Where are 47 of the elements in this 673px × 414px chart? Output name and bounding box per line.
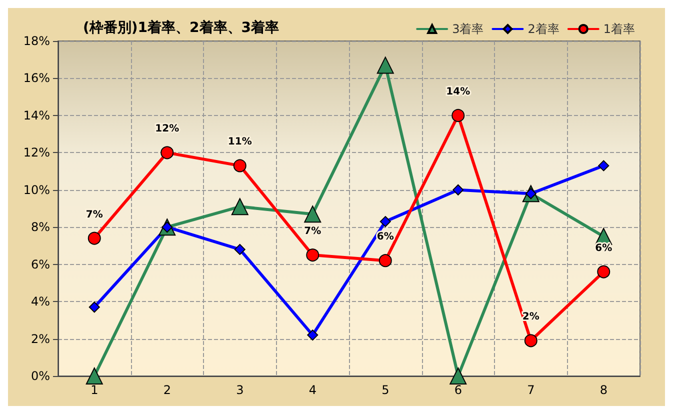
point	[304, 206, 322, 223]
data-label: 11%	[228, 136, 252, 148]
y-tick-label: 4%	[30, 294, 50, 309]
x-tick-label: 3	[236, 383, 244, 397]
legend-label: 1着率	[603, 22, 636, 36]
point	[233, 159, 246, 172]
y-tick-label: 2%	[30, 332, 50, 346]
y-tick-label: 8%	[30, 220, 50, 234]
y-tick-label: 6%	[30, 257, 50, 272]
y-tick-label: 16%	[23, 71, 50, 86]
point	[86, 368, 103, 384]
point	[597, 265, 610, 278]
point	[88, 232, 101, 245]
point	[450, 368, 467, 384]
x-tick-label: 6	[454, 383, 462, 397]
point	[306, 248, 320, 262]
chart-title: (枠番別)1着率、2着率、3着率	[83, 19, 280, 36]
y-tick-label: 18%	[23, 34, 50, 48]
x-tick-label: 8	[600, 383, 608, 397]
data-label: 14%	[446, 86, 470, 98]
point	[88, 302, 100, 313]
point	[524, 334, 538, 348]
y-tick-label: 14%	[23, 108, 50, 122]
y-tick-label: 0%	[30, 369, 50, 383]
data-label: 12%	[155, 124, 180, 135]
x-tick-label: 5	[382, 383, 390, 397]
point	[234, 244, 246, 255]
data-label: 6%	[376, 232, 394, 243]
y-tick-label: 10%	[23, 182, 50, 197]
point	[452, 108, 465, 122]
point	[380, 216, 391, 228]
point	[378, 254, 392, 268]
legend-label: 3着率	[452, 22, 484, 36]
data-label: 7%	[86, 209, 103, 220]
point	[307, 330, 318, 341]
x-tick-label: 2	[163, 383, 171, 397]
point	[160, 146, 174, 160]
x-tick-label: 1	[90, 383, 98, 397]
point	[452, 184, 464, 196]
point	[376, 56, 394, 74]
point	[231, 198, 248, 216]
y-tick-label: 12%	[23, 146, 50, 160]
point	[598, 160, 610, 172]
data-label: 7%	[304, 226, 322, 238]
x-tick-label: 4	[308, 383, 316, 397]
legend-label: 2着率	[528, 22, 560, 36]
x-tick-label: 7	[527, 383, 535, 397]
